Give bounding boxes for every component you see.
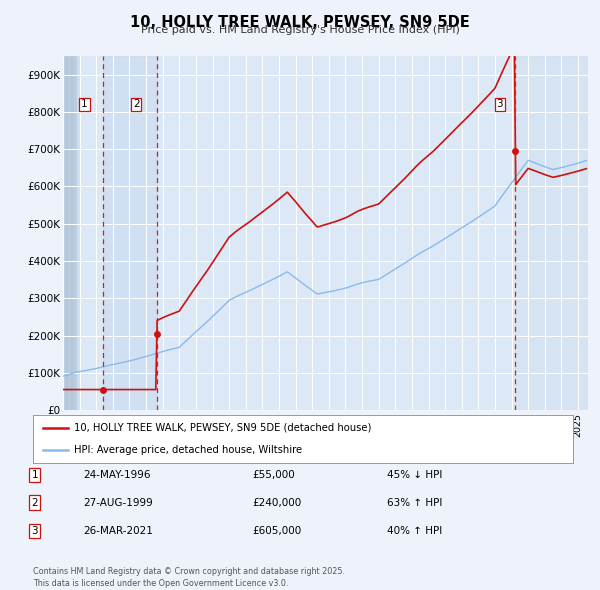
Bar xyxy=(103,56,157,410)
Text: 2: 2 xyxy=(133,100,139,110)
Text: £55,000: £55,000 xyxy=(252,470,295,480)
Text: 3: 3 xyxy=(497,100,503,110)
Text: 45% ↓ HPI: 45% ↓ HPI xyxy=(387,470,442,480)
Text: 26-MAR-2021: 26-MAR-2021 xyxy=(83,526,152,536)
Text: Contains HM Land Registry data © Crown copyright and database right 2025.
This d: Contains HM Land Registry data © Crown c… xyxy=(33,567,345,588)
Text: £240,000: £240,000 xyxy=(252,498,301,507)
Text: 10, HOLLY TREE WALK, PEWSEY, SN9 5DE: 10, HOLLY TREE WALK, PEWSEY, SN9 5DE xyxy=(130,15,470,30)
Text: 40% ↑ HPI: 40% ↑ HPI xyxy=(387,526,442,536)
Text: 24-MAY-1996: 24-MAY-1996 xyxy=(83,470,151,480)
Text: 27-AUG-1999: 27-AUG-1999 xyxy=(83,498,152,507)
Bar xyxy=(63,56,80,410)
Text: 2: 2 xyxy=(31,498,38,507)
Text: 3: 3 xyxy=(31,526,38,536)
Text: HPI: Average price, detached house, Wiltshire: HPI: Average price, detached house, Wilt… xyxy=(74,445,302,455)
Text: 10, HOLLY TREE WALK, PEWSEY, SN9 5DE (detached house): 10, HOLLY TREE WALK, PEWSEY, SN9 5DE (de… xyxy=(74,423,371,433)
Bar xyxy=(515,56,588,410)
Text: 1: 1 xyxy=(81,100,88,110)
Text: 63% ↑ HPI: 63% ↑ HPI xyxy=(387,498,442,507)
Text: 1: 1 xyxy=(31,470,38,480)
Text: Price paid vs. HM Land Registry's House Price Index (HPI): Price paid vs. HM Land Registry's House … xyxy=(140,25,460,35)
Text: £605,000: £605,000 xyxy=(252,526,301,536)
